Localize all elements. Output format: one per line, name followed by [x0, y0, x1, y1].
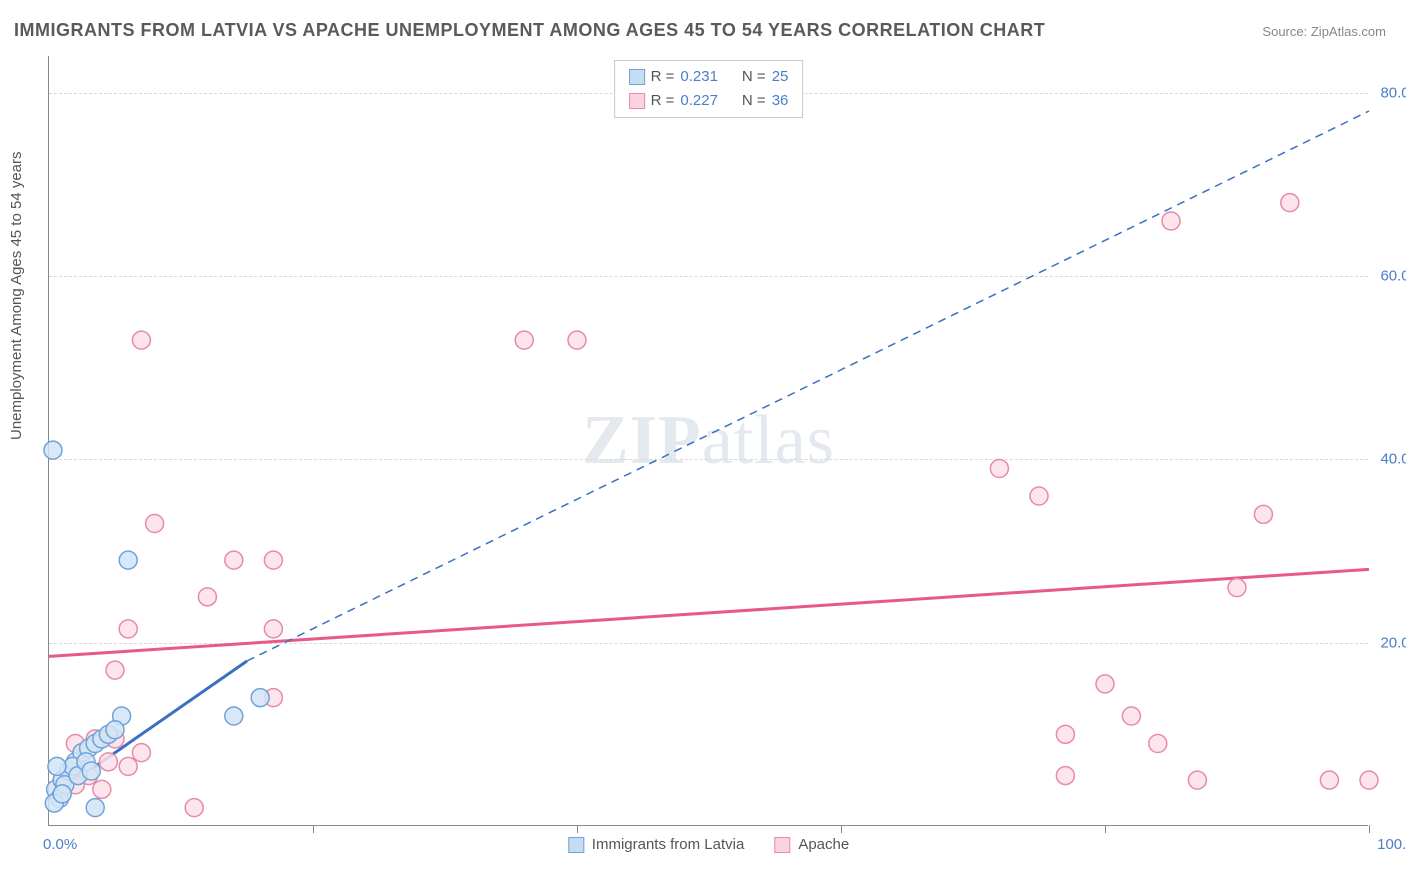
legend-label-apache: Apache	[798, 836, 849, 853]
x-axis-min-label: 0.0%	[43, 836, 77, 853]
data-point	[225, 551, 243, 569]
x-axis-max-label: 100.0%	[1377, 836, 1406, 853]
series-legend: Immigrants from Latvia Apache	[568, 836, 849, 853]
legend-r-value-0: 0.231	[680, 65, 718, 89]
data-point	[99, 753, 117, 771]
data-point	[132, 331, 150, 349]
plot-svg	[49, 56, 1368, 825]
data-point	[106, 661, 124, 679]
source-link[interactable]: ZipAtlas.com	[1311, 24, 1386, 39]
legend-n-label: N =	[742, 89, 766, 113]
data-point	[1149, 735, 1167, 753]
data-point	[132, 744, 150, 762]
legend-n-value-0: 25	[772, 65, 789, 89]
data-point	[1320, 771, 1338, 789]
data-point	[1096, 675, 1114, 693]
data-point	[48, 757, 66, 775]
data-point	[225, 707, 243, 725]
y-tick-label: 80.0%	[1373, 84, 1406, 101]
chart-title: IMMIGRANTS FROM LATVIA VS APACHE UNEMPLO…	[14, 20, 1045, 41]
x-tick	[577, 825, 578, 833]
legend-n-label: N =	[742, 65, 766, 89]
data-point	[1056, 725, 1074, 743]
data-point	[515, 331, 533, 349]
data-point	[264, 551, 282, 569]
data-point	[185, 799, 203, 817]
legend-label-latvia: Immigrants from Latvia	[592, 836, 745, 853]
legend-row-1: R = 0.227 N = 36	[629, 89, 789, 113]
x-tick	[841, 825, 842, 833]
data-point	[1228, 579, 1246, 597]
source-label: Source:	[1262, 24, 1307, 39]
data-point	[1122, 707, 1140, 725]
data-point	[53, 785, 71, 803]
y-axis-label: Unemployment Among Ages 45 to 54 years	[8, 151, 25, 440]
legend-n-value-1: 36	[772, 89, 789, 113]
data-point	[568, 331, 586, 349]
y-tick-label: 40.0%	[1373, 451, 1406, 468]
data-point	[93, 780, 111, 798]
data-point	[1188, 771, 1206, 789]
data-point	[119, 620, 137, 638]
legend-r-label: R =	[651, 89, 675, 113]
data-point	[198, 588, 216, 606]
data-point	[1030, 487, 1048, 505]
x-tick	[1105, 825, 1106, 833]
source-attribution: Source: ZipAtlas.com	[1262, 24, 1386, 39]
legend-swatch-latvia	[568, 837, 584, 853]
legend-swatch-apache	[774, 837, 790, 853]
data-point	[1254, 505, 1272, 523]
data-point	[1281, 194, 1299, 212]
x-tick	[1369, 825, 1370, 833]
data-point	[82, 762, 100, 780]
x-tick	[313, 825, 314, 833]
data-point	[264, 620, 282, 638]
y-tick-label: 20.0%	[1373, 634, 1406, 651]
chart-container: IMMIGRANTS FROM LATVIA VS APACHE UNEMPLO…	[0, 0, 1406, 892]
data-point	[251, 689, 269, 707]
plot-area: ZIPatlas 20.0%40.0%60.0%80.0% R = 0.231 …	[48, 56, 1368, 826]
data-point	[86, 799, 104, 817]
data-point	[146, 515, 164, 533]
legend-swatch-latvia	[629, 69, 645, 85]
data-point	[990, 460, 1008, 478]
data-point	[1056, 767, 1074, 785]
legend-r-value-1: 0.227	[680, 89, 718, 113]
legend-row-0: R = 0.231 N = 25	[629, 65, 789, 89]
legend-swatch-apache	[629, 93, 645, 109]
data-point	[1162, 212, 1180, 230]
data-point	[119, 757, 137, 775]
data-point	[44, 441, 62, 459]
y-tick-label: 60.0%	[1373, 268, 1406, 285]
data-point	[106, 721, 124, 739]
legend-item-apache: Apache	[774, 836, 849, 853]
data-point	[119, 551, 137, 569]
data-point	[1360, 771, 1378, 789]
correlation-legend: R = 0.231 N = 25 R = 0.227 N = 36	[614, 60, 804, 118]
legend-r-label: R =	[651, 65, 675, 89]
legend-item-latvia: Immigrants from Latvia	[568, 836, 745, 853]
